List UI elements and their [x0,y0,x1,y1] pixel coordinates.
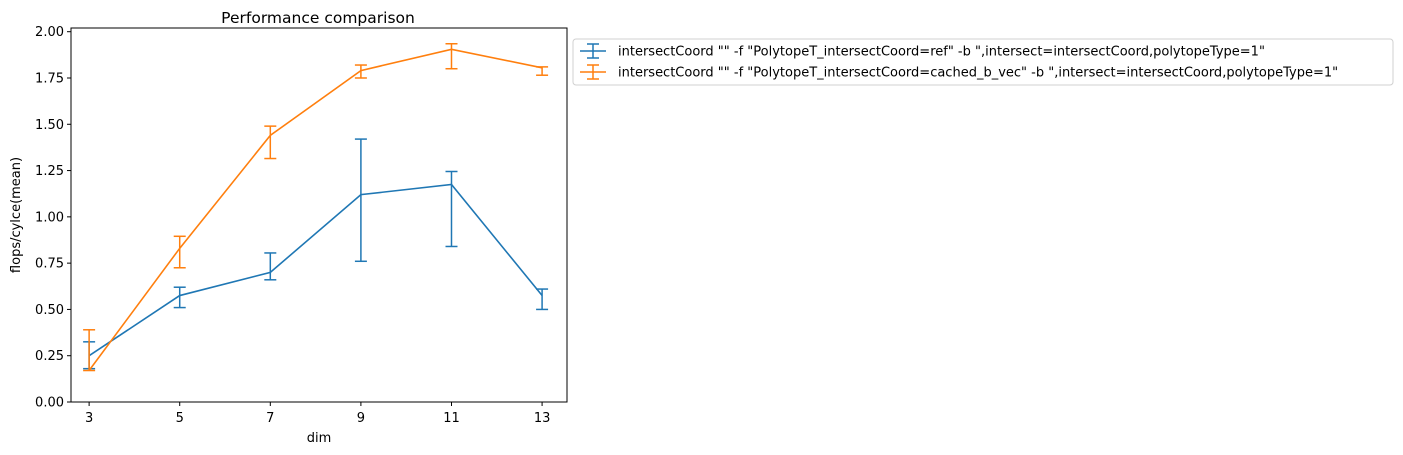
legend-label: intersectCoord "" -f "PolytopeT_intersec… [618,66,1338,81]
error-bar [536,66,549,76]
series-line [88,48,543,372]
series-1 [83,138,549,370]
error-bar [173,286,186,309]
error-bar [264,125,277,160]
y-tick-label: 0.25 [35,349,64,364]
axes-frame [70,27,568,403]
series-2 [83,42,549,372]
y-tick-label: 1.00 [35,210,64,225]
y-tick-label: 2.00 [35,25,64,40]
plot-area [83,42,549,372]
y-axis: 0.00 0.25 0.50 0.75 1.00 1.25 1.50 1.75 2.00 [35,25,71,411]
error-bar [445,170,458,248]
error-bar [536,288,549,311]
legend: intersectCoord "" -f "PolytopeT_intersec… [572,38,1394,86]
y-tick-label: 0.75 [35,257,64,272]
error-bar [264,252,277,281]
y-tick-label: 1.25 [35,164,64,179]
x-axis-label: dim [307,431,332,446]
error-bar [354,64,367,79]
x-axis: 3 5 7 9 11 13 [85,402,550,426]
x-tick-label: 3 [85,411,93,426]
legend-entry-2: intersectCoord "" -f "PolytopeT_intersec… [580,64,1338,81]
x-tick-label: 7 [266,411,274,426]
x-tick-label: 11 [443,411,460,426]
y-tick-label: 1.75 [35,71,64,86]
x-tick-label: 5 [176,411,184,426]
legend-box [572,38,1394,86]
error-bar [83,329,96,372]
error-bar [173,235,186,269]
error-bar [354,138,367,263]
y-axis-label: flops/cylce(mean) [9,157,24,273]
chart-title: Performance comparison [221,9,415,27]
series-line [88,183,543,357]
error-bar [445,42,458,70]
x-tick-label: 13 [534,411,551,426]
x-tick-label: 9 [357,411,365,426]
y-tick-label: 0.00 [35,396,64,411]
y-tick-label: 1.50 [35,118,64,133]
legend-label: intersectCoord "" -f "PolytopeT_intersec… [618,45,1265,60]
y-tick-label: 0.50 [35,303,64,318]
legend-entry-1: intersectCoord "" -f "PolytopeT_intersec… [580,43,1265,60]
